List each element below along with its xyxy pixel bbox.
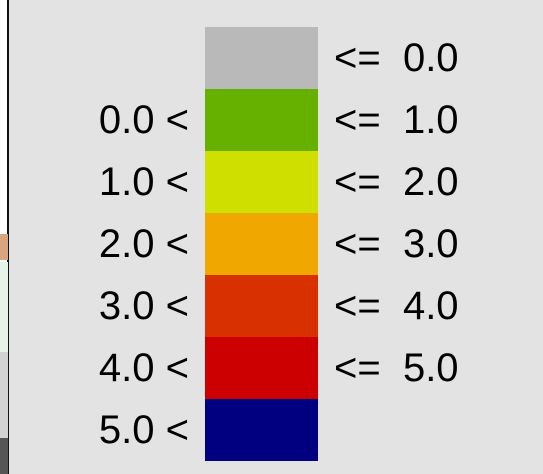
left-edge-strip-green <box>0 262 8 352</box>
legend-lower-label-5: 4.0 < <box>98 346 189 390</box>
legend-lower-label-6: 5.0 < <box>98 408 189 452</box>
legend-swatch-4 <box>205 275 318 337</box>
legend-swatch-5 <box>205 337 318 399</box>
legend-swatch-1 <box>205 89 318 151</box>
legend-swatch-2 <box>205 151 318 213</box>
legend-upper-label-1: <= 1.0 <box>334 98 459 142</box>
legend-lower-label-1: 0.0 < <box>98 98 189 142</box>
legend-swatch-6 <box>205 399 318 461</box>
left-edge-strip-dark <box>0 438 8 474</box>
legend-upper-label-0: <= 0.0 <box>334 36 459 80</box>
legend-upper-label-4: <= 4.0 <box>334 284 459 328</box>
legend-upper-label-5: <= 5.0 <box>334 346 459 390</box>
left-edge-strip-orange <box>0 234 8 260</box>
legend-swatch-3 <box>205 213 318 275</box>
legend-lower-label-3: 2.0 < <box>98 222 189 266</box>
legend-swatch-0 <box>205 27 318 89</box>
left-edge-strip-gray <box>0 352 8 438</box>
legend-upper-label-2: <= 2.0 <box>334 160 459 204</box>
legend-lower-label-2: 1.0 < <box>98 160 189 204</box>
legend-upper-label-3: <= 3.0 <box>334 222 459 266</box>
legend-lower-label-4: 3.0 < <box>98 284 189 328</box>
